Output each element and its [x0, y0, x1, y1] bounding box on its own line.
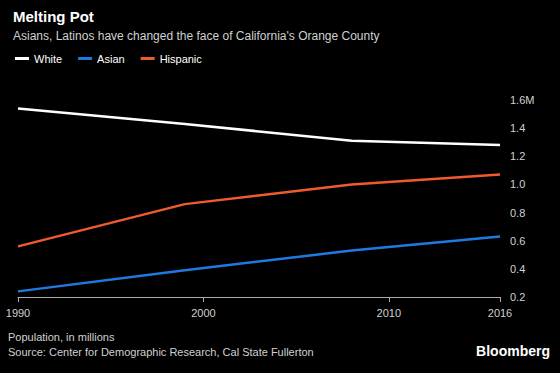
svg-text:Population, in millions: Population, in millions — [8, 331, 115, 343]
svg-text:2000: 2000 — [191, 307, 215, 319]
svg-text:1.4: 1.4 — [510, 122, 525, 134]
svg-text:0.4: 0.4 — [510, 263, 525, 275]
svg-text:Hispanic: Hispanic — [160, 53, 203, 65]
svg-text:Asians, Latinos have changed t: Asians, Latinos have changed the face of… — [13, 29, 380, 43]
svg-text:1.6M: 1.6M — [510, 94, 534, 106]
svg-text:1.2: 1.2 — [510, 150, 525, 162]
svg-text:Source: Center for Demographic: Source: Center for Demographic Research,… — [8, 346, 314, 358]
svg-text:0.8: 0.8 — [510, 207, 525, 219]
svg-text:2010: 2010 — [377, 307, 401, 319]
svg-text:1.0: 1.0 — [510, 178, 525, 190]
svg-text:Melting Pot: Melting Pot — [13, 8, 94, 25]
svg-text:White: White — [34, 53, 62, 65]
svg-text:Bloomberg: Bloomberg — [476, 343, 550, 359]
svg-text:0.2: 0.2 — [510, 291, 525, 303]
svg-text:2016: 2016 — [488, 307, 512, 319]
svg-text:0.6: 0.6 — [510, 235, 525, 247]
svg-text:1990: 1990 — [6, 307, 30, 319]
svg-text:Asian: Asian — [97, 53, 125, 65]
